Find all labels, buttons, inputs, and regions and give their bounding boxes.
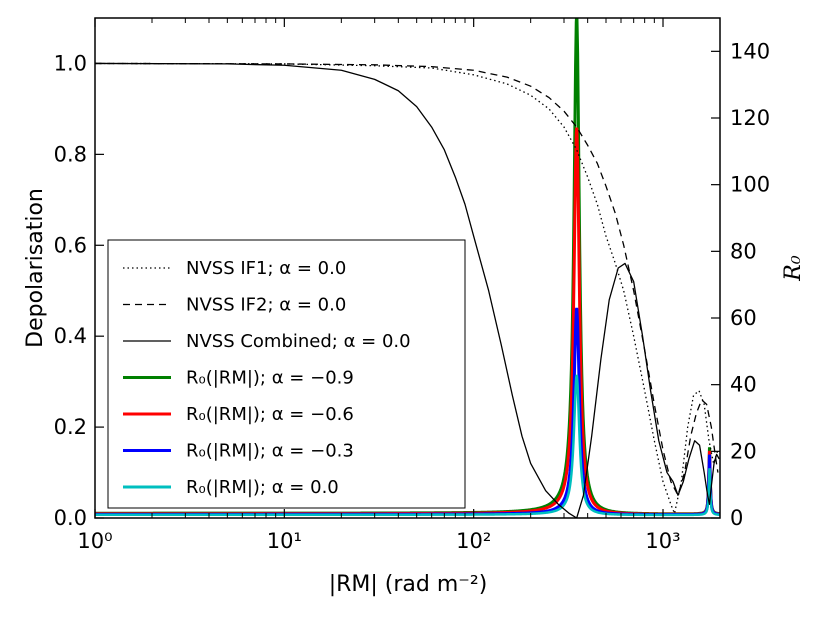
legend-box [107, 239, 466, 509]
nvss-if2-curve [95, 62, 719, 496]
y-axis-label: Depolarisation [23, 188, 48, 348]
y-tick-label: 0.8 [54, 142, 87, 166]
y2-tick-label: 140 [730, 39, 770, 63]
legend-label: R₀(|RM|); α = −0.9 [186, 368, 354, 389]
legend-label: NVSS Combined; α = 0.0 [186, 331, 411, 352]
y-tick-label: 0.6 [54, 233, 87, 257]
legend-entry-if1: NVSS IF1; α = 0.0 [123, 258, 346, 279]
r0-series-alpha-0.0 [95, 374, 720, 517]
y-tick-label: 1.0 [54, 51, 87, 75]
legend-label: R₀(|RM|); α = −0.3 [186, 441, 354, 462]
y2-tick-label: 40 [730, 373, 757, 397]
legend-entry-combined: NVSS Combined; α = 0.0 [123, 331, 411, 352]
legend-entry-r0-m03: R₀(|RM|); α = −0.3 [123, 441, 354, 462]
legend-label: NVSS IF2; α = 0.0 [186, 295, 346, 316]
y2-tick-label: 0 [730, 506, 743, 530]
legend-label: R₀(|RM|); α = 0.0 [186, 477, 339, 498]
series-layer [95, 18, 720, 518]
legend-entry-r0-m09: R₀(|RM|); α = −0.9 [123, 368, 354, 389]
legend-entry-r0-00: R₀(|RM|); α = 0.0 [123, 477, 339, 498]
y2-axis-label: R₀ [781, 255, 806, 282]
ticks-layer: 10⁰ 10¹ 10² 10³ 0.0 0.2 0.4 0.6 0.8 1.0 0 20 40 60 80 1… [54, 18, 770, 553]
nvss-combined-curve [95, 62, 720, 518]
y-tick-label: 0.4 [54, 324, 87, 348]
y2-tick-label: 80 [730, 239, 757, 263]
legend: NVSS IF1; α = 0.0 NVSS IF2; α = 0.0 NVSS C… [107, 239, 466, 509]
y-tick-label: 0.2 [54, 415, 87, 439]
x-tick-label: 10² [456, 529, 491, 553]
x-tick-label: 10³ [645, 529, 680, 553]
x-tick-label: 10⁰ [77, 529, 112, 553]
y2-tick-label: 120 [730, 106, 770, 130]
legend-label: R₀(|RM|); α = −0.6 [186, 404, 354, 425]
legend-entry-r0-m06: R₀(|RM|); α = −0.6 [123, 404, 354, 425]
y2-tick-label: 60 [730, 306, 757, 330]
legend-entry-if2: NVSS IF2; α = 0.0 [123, 295, 346, 316]
y2-tick-label: 100 [730, 173, 770, 197]
legend-label: NVSS IF1; α = 0.0 [186, 258, 346, 279]
y-tick-label: 0.0 [54, 506, 87, 530]
legend-entries: NVSS IF1; α = 0.0 NVSS IF2; α = 0.0 NVSS C… [123, 258, 411, 498]
y2-tick-label: 20 [730, 439, 757, 463]
plot-frame [94, 17, 721, 519]
x-tick-label: 10¹ [267, 529, 302, 553]
x-axis-label: |RM| (rad m⁻²) [329, 572, 488, 597]
